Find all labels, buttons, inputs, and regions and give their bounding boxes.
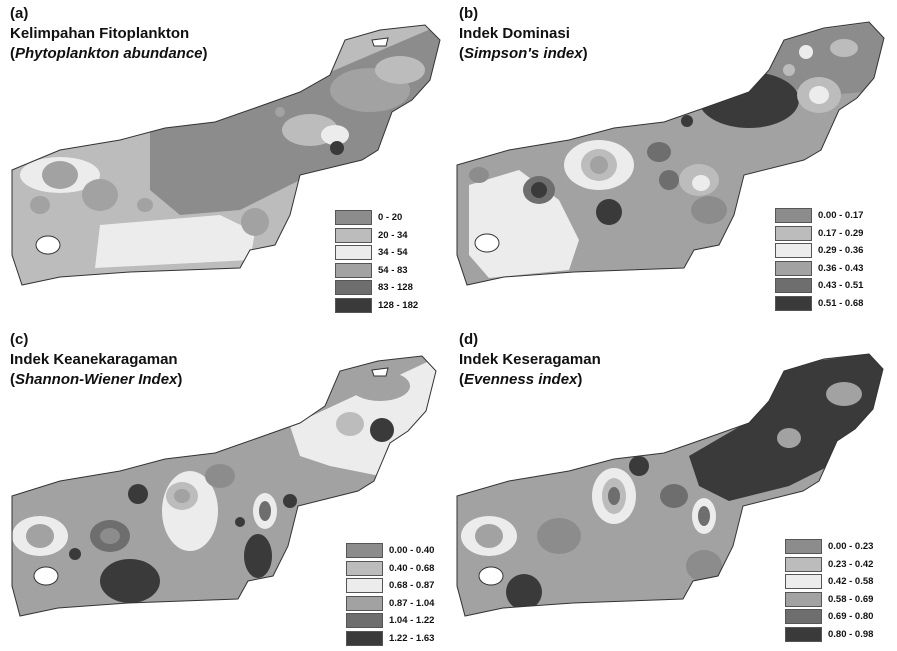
legend-swatch: [775, 295, 812, 311]
title-en: (Evenness index): [459, 371, 583, 388]
legend-item: 0.42 - 0.58: [785, 573, 873, 591]
legend-item: 34 - 54: [335, 244, 418, 262]
panel-title: (a) Kelimpahan Fitoplankton (Phytoplankt…: [10, 4, 208, 64]
title-id: Indek Keseragaman: [459, 351, 601, 368]
legend-swatch: [775, 278, 812, 294]
legend-swatch: [785, 556, 822, 572]
legend-swatch: [775, 208, 812, 224]
panel-a: (a) Kelimpahan Fitoplankton (Phytoplankt…: [0, 0, 448, 325]
title-id: Indek Keanekaragaman: [10, 351, 178, 368]
legend-label: 0.87 - 1.04: [389, 597, 435, 609]
legend: 0.00 - 0.23 0.23 - 0.42 0.42 - 0.58 0.58…: [785, 538, 873, 643]
title-en: (Phytoplankton abundance): [10, 45, 208, 62]
legend-swatch: [335, 280, 372, 296]
legend-swatch: [785, 539, 822, 555]
legend-swatch: [346, 613, 383, 629]
legend-item: 0.40 - 0.68: [346, 560, 434, 578]
legend-item: 1.04 - 1.22: [346, 612, 434, 630]
legend-label: 0.40 - 0.68: [389, 562, 435, 574]
legend-label: 0.23 - 0.42: [828, 558, 874, 570]
legend-item: 0.17 - 0.29: [775, 225, 863, 243]
panel-letter: (d): [459, 331, 479, 348]
legend-swatch: [785, 609, 822, 625]
legend-label: 1.22 - 1.63: [389, 632, 435, 644]
panel-letter: (b): [459, 5, 479, 22]
title-en: (Simpson's index): [459, 45, 588, 62]
legend: 0.00 - 0.17 0.17 - 0.29 0.29 - 0.36 0.36…: [775, 207, 863, 312]
legend-label: 0.36 - 0.43: [818, 262, 864, 274]
legend-swatch: [785, 626, 822, 642]
legend-item: 20 - 34: [335, 227, 418, 245]
legend-item: 0.43 - 0.51: [775, 277, 863, 295]
legend-item: 0.58 - 0.69: [785, 591, 873, 609]
panel-d: (d) Indek Keseragaman (Evenness index) 0…: [449, 326, 897, 651]
panel-letter: (c): [10, 331, 29, 348]
legend-item: 0.87 - 1.04: [346, 595, 434, 613]
panel-letter: (a): [10, 5, 29, 22]
legend-swatch: [775, 260, 812, 276]
legend-label: 1.04 - 1.22: [389, 615, 435, 627]
legend-item: 128 - 182: [335, 297, 418, 315]
legend-swatch: [335, 245, 372, 261]
legend-item: 0.36 - 0.43: [775, 260, 863, 278]
legend-label: 0.42 - 0.58: [828, 576, 874, 588]
legend-swatch: [335, 262, 372, 278]
legend-label: 54 - 83: [378, 264, 408, 276]
panel-title: (c) Indek Keanekaragaman (Shannon-Wiener…: [10, 330, 182, 390]
panel-c: (c) Indek Keanekaragaman (Shannon-Wiener…: [0, 326, 448, 651]
legend-swatch: [346, 543, 383, 559]
legend-swatch: [335, 227, 372, 243]
legend-label: 0.00 - 0.40: [389, 545, 435, 557]
legend-swatch: [775, 243, 812, 259]
map-simpson-index: [456, 21, 885, 286]
legend-label: 0.69 - 0.80: [828, 611, 874, 623]
legend-item: 1.22 - 1.63: [346, 630, 434, 648]
legend-item: 0.80 - 0.98: [785, 626, 873, 644]
legend-label: 0.00 - 0.23: [828, 541, 874, 553]
legend: 0 - 20 20 - 34 34 - 54 54 - 83 83 - 128 …: [335, 209, 418, 314]
legend-label: 20 - 34: [378, 229, 408, 241]
legend-item: 0.69 - 0.80: [785, 608, 873, 626]
legend-swatch: [785, 574, 822, 590]
legend-swatch: [335, 297, 372, 313]
legend-swatch: [346, 595, 383, 611]
legend-swatch: [346, 560, 383, 576]
legend-swatch: [346, 630, 383, 646]
legend-label: 128 - 182: [378, 299, 419, 311]
legend-label: 0.17 - 0.29: [818, 227, 864, 239]
legend-swatch: [335, 210, 372, 226]
legend-item: 83 - 128: [335, 279, 418, 297]
legend-label: 0.00 - 0.17: [818, 210, 864, 222]
legend-swatch: [346, 578, 383, 594]
map-phytoplankton-abundance: [11, 24, 441, 286]
legend-item: 0.00 - 0.17: [775, 207, 863, 225]
legend-label: 0.51 - 0.68: [818, 297, 864, 309]
legend-item: 0.68 - 0.87: [346, 577, 434, 595]
panel-title: (d) Indek Keseragaman (Evenness index): [459, 330, 601, 390]
legend-swatch: [775, 225, 812, 241]
legend-label: 0.43 - 0.51: [818, 280, 864, 292]
panel-b: (b) Indek Dominasi (Simpson's index) 0.0…: [449, 0, 897, 325]
legend-label: 0.68 - 0.87: [389, 580, 435, 592]
legend-label: 83 - 128: [378, 282, 413, 294]
legend: 0.00 - 0.40 0.40 - 0.68 0.68 - 0.87 0.87…: [346, 542, 434, 647]
title-en: (Shannon-Wiener Index): [10, 371, 183, 388]
title-id: Kelimpahan Fitoplankton: [10, 25, 190, 42]
map-evenness-index: [456, 353, 884, 617]
legend-item: 0.29 - 0.36: [775, 242, 863, 260]
title-id: Indek Dominasi: [459, 25, 570, 42]
legend-label: 0.80 - 0.98: [828, 628, 874, 640]
legend-label: 34 - 54: [378, 247, 408, 259]
legend-item: 0.23 - 0.42: [785, 556, 873, 574]
legend-label: 0.58 - 0.69: [828, 593, 874, 605]
legend-item: 0.00 - 0.40: [346, 542, 434, 560]
legend-item: 0.51 - 0.68: [775, 295, 863, 313]
legend-item: 0 - 20: [335, 209, 418, 227]
legend-item: 0.00 - 0.23: [785, 538, 873, 556]
legend-swatch: [785, 591, 822, 607]
legend-label: 0.29 - 0.36: [818, 245, 864, 257]
panel-title: (b) Indek Dominasi (Simpson's index): [459, 4, 588, 64]
legend-label: 0 - 20: [378, 212, 403, 224]
legend-item: 54 - 83: [335, 262, 418, 280]
